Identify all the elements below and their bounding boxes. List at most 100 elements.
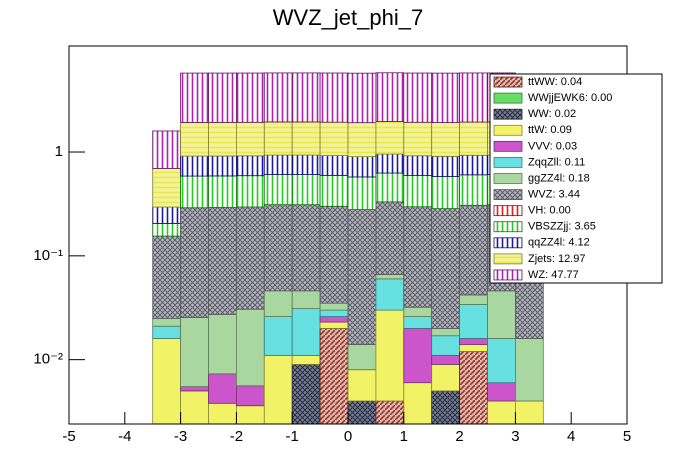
- legend-label: ggZZ4l: 0.18: [528, 172, 590, 184]
- legend: ttWW: 0.04 WWjjEWK6: 0.00 WW: 0.02 ttW: 0.0…: [489, 73, 663, 284]
- bar-segment: [235, 308, 265, 387]
- bar-segment: [235, 206, 265, 310]
- bar-segment: [431, 335, 461, 356]
- legend-label: ttWW: 0.04: [528, 76, 582, 88]
- legend-label: VH: 0.00: [528, 205, 571, 217]
- bar-segment: [291, 308, 321, 356]
- bar-segment: [375, 274, 405, 280]
- bar-segment: [375, 400, 405, 424]
- bar-segment: [235, 385, 265, 407]
- bar-segment: [263, 290, 293, 317]
- bar-segment: [180, 155, 209, 177]
- bar-segment: [319, 302, 349, 311]
- bar-segment: [375, 309, 405, 402]
- bar-segment: [347, 400, 377, 424]
- bar-segment: [263, 316, 293, 356]
- bar-segment: [235, 155, 265, 177]
- bar-segment: [291, 204, 321, 292]
- legend-label: Zjets: 12.97: [528, 253, 585, 265]
- bar-segment: [152, 168, 181, 208]
- legend-label: qqZZ4l: 4.12: [528, 237, 590, 249]
- bar-segment: [347, 176, 377, 210]
- x-tick-label: 2: [455, 428, 463, 445]
- bar-segment: [208, 373, 237, 404]
- bar-segment: [180, 72, 209, 123]
- bar-segment: [403, 175, 433, 208]
- legend-label: WW: 0.02: [528, 108, 576, 120]
- bar-segment: [403, 328, 433, 384]
- bar-segment: [403, 206, 433, 308]
- bar-segment: [319, 328, 349, 424]
- x-tick-label: -5: [62, 428, 75, 445]
- bar-segment: [208, 72, 237, 123]
- legend-label: VVV: 0.03: [528, 140, 577, 152]
- x-tick-label: 0: [344, 428, 352, 445]
- legend-swatch: [493, 140, 523, 152]
- bar-segment: [375, 201, 405, 275]
- bar-segment: [459, 344, 488, 352]
- axes: -5 -4 -3 -2 -1 0 1 2 3 4 5 10⁻² 10⁻¹ 1: [33, 143, 631, 445]
- bar-segment: [263, 204, 293, 292]
- bar-segment: [459, 294, 488, 305]
- bar-segment: [431, 122, 461, 157]
- bar-segment: [375, 172, 405, 203]
- bar-segment: [263, 354, 293, 424]
- bar-segment: [347, 344, 377, 371]
- bar-segment: [263, 121, 293, 156]
- bar-segment: [291, 154, 321, 175]
- bar-segment: [291, 364, 321, 424]
- legend-swatch: [493, 157, 523, 168]
- bar-segment: [403, 121, 433, 157]
- bar-segment: [403, 316, 433, 329]
- bar-segment: [431, 176, 461, 210]
- bar-segment: [347, 122, 377, 158]
- bar-segment: [403, 155, 433, 176]
- bar-segment: [403, 382, 433, 424]
- bar-segment: [152, 130, 181, 169]
- legend-label: VBSZZjj: 3.65: [528, 221, 596, 233]
- bar-segment: [291, 174, 321, 206]
- bar-segment: [375, 278, 405, 311]
- bar-segment: [152, 325, 181, 339]
- x-tick-label: 3: [511, 428, 519, 445]
- bar-segment: [347, 156, 377, 178]
- legend-swatch: [493, 205, 523, 217]
- y-tick-label: 10⁻¹: [33, 247, 63, 264]
- chart-title: WVZ_jet_phi_7: [273, 5, 423, 30]
- legend-swatch: [493, 76, 523, 88]
- bar-segment: [180, 207, 209, 318]
- bar-segment: [235, 121, 265, 157]
- bar-segment: [180, 122, 209, 157]
- bar-segment: [459, 72, 488, 123]
- bar-segment: [235, 405, 265, 424]
- bar-segment: [431, 364, 461, 392]
- bar-segment: [403, 306, 433, 317]
- legend-swatch: [493, 189, 523, 200]
- x-tick-label: -2: [230, 428, 243, 445]
- x-tick-label: 5: [623, 428, 631, 445]
- bar-segment: [459, 304, 488, 339]
- bar-segment: [459, 154, 488, 176]
- bar-segment: [152, 206, 181, 224]
- legend-label: WZ: 47.77: [528, 269, 579, 281]
- bar-segment: [431, 328, 461, 337]
- bar-segment: [459, 174, 488, 206]
- bar-segment: [152, 223, 181, 237]
- bar-segment: [431, 155, 461, 177]
- bar-segment: [208, 175, 237, 208]
- bar-segment: [431, 208, 461, 329]
- legend-label: WVZ: 3.44: [528, 188, 580, 200]
- bar-segment: [152, 235, 181, 319]
- bar-segment: [263, 154, 293, 175]
- y-tick-label: 10⁻²: [33, 351, 63, 368]
- bar-segment: [180, 175, 209, 209]
- bar-segment: [235, 72, 265, 123]
- bar-segment: [263, 72, 293, 123]
- legend-swatch: [493, 253, 523, 265]
- bar-segment: [319, 309, 349, 317]
- bar-segment: [208, 313, 237, 375]
- bar-segment: [180, 317, 209, 388]
- legend-swatch: [493, 221, 523, 233]
